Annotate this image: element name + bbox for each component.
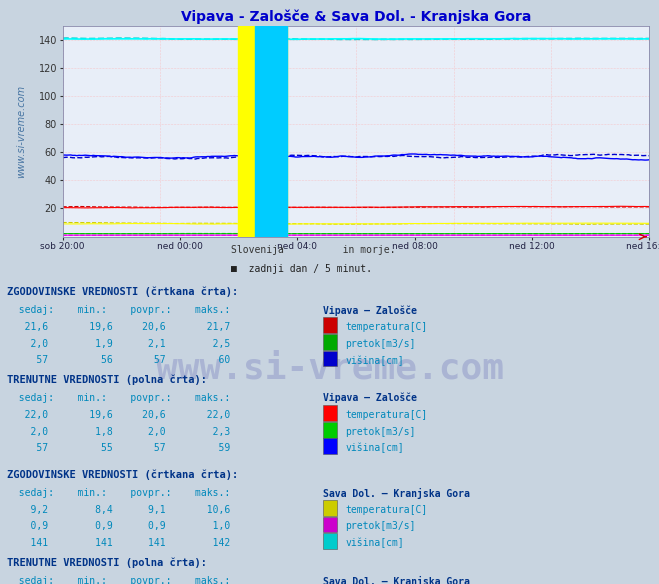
Bar [323, 350, 337, 366]
Text: temperatura[C]: temperatura[C] [345, 322, 428, 332]
Bar [254, 26, 287, 237]
Text: sedaj:    min.:    povpr.:    maks.:: sedaj: min.: povpr.: maks.: [7, 488, 230, 498]
Title: Vipava - Zalošče & Sava Dol. - Kranjska Gora: Vipava - Zalošče & Sava Dol. - Kranjska … [181, 9, 531, 24]
Text: temperatura[C]: temperatura[C] [345, 410, 428, 420]
Text: temperatura[C]: temperatura[C] [345, 505, 428, 515]
Text: ZGODOVINSKE VREDNOSTI (črtkana črta):: ZGODOVINSKE VREDNOSTI (črtkana črta): [7, 470, 238, 480]
Text: pretok[m3/s]: pretok[m3/s] [345, 522, 416, 531]
Text: sedaj:    min.:    povpr.:    maks.:: sedaj: min.: povpr.: maks.: [7, 305, 230, 315]
Bar [323, 318, 337, 333]
Text: 21,6       19,6     20,6       21,7: 21,6 19,6 20,6 21,7 [7, 322, 230, 332]
Text: www.si-vreme.com: www.si-vreme.com [16, 85, 26, 178]
Text: višina[cm]: višina[cm] [345, 538, 404, 548]
Text: Vipava – Zalošče: Vipava – Zalošče [323, 305, 417, 315]
Bar [323, 533, 337, 549]
Bar [323, 422, 337, 437]
Bar [323, 334, 337, 350]
Text: ZGODOVINSKE VREDNOSTI (črtkana črta):: ZGODOVINSKE VREDNOSTI (črtkana črta): [7, 287, 238, 297]
Text: pretok[m3/s]: pretok[m3/s] [345, 339, 416, 349]
Text: sedaj:    min.:    povpr.:    maks.:: sedaj: min.: povpr.: maks.: [7, 576, 230, 584]
Text: TRENUTNE VREDNOSTI (polna črta):: TRENUTNE VREDNOSTI (polna črta): [7, 375, 206, 385]
Bar [323, 500, 337, 516]
Text: 57         55       57         59: 57 55 57 59 [7, 443, 230, 453]
Text: Sava Dol. – Kranjska Gora: Sava Dol. – Kranjska Gora [323, 576, 470, 584]
Bar [323, 439, 337, 454]
Text: TRENUTNE VREDNOSTI (polna črta):: TRENUTNE VREDNOSTI (polna črta): [7, 558, 206, 568]
Bar [323, 517, 337, 533]
Text: Sava Dol. – Kranjska Gora: Sava Dol. – Kranjska Gora [323, 488, 470, 499]
Bar [323, 405, 337, 421]
Text: 57         56       57         60: 57 56 57 60 [7, 355, 230, 365]
Text: www.si-vreme.com: www.si-vreme.com [156, 352, 503, 385]
Text: 9,2        8,4      9,1       10,6: 9,2 8,4 9,1 10,6 [7, 505, 230, 515]
Text: ■  zadnji dan / 5 minut.: ■ zadnji dan / 5 minut. [231, 265, 372, 274]
Text: višina[cm]: višina[cm] [345, 355, 404, 366]
Text: pretok[m3/s]: pretok[m3/s] [345, 426, 416, 437]
Bar [239, 26, 287, 237]
Text: Vipava – Zalošče: Vipava – Zalošče [323, 393, 417, 404]
Text: 22,0       19,6     20,6       22,0: 22,0 19,6 20,6 22,0 [7, 410, 230, 420]
Text: 0,9        0,9      0,9        1,0: 0,9 0,9 0,9 1,0 [7, 522, 230, 531]
Text: 2,0        1,8      2,0        2,3: 2,0 1,8 2,0 2,3 [7, 426, 230, 437]
Text: višina[cm]: višina[cm] [345, 443, 404, 454]
Text: sedaj:    min.:    povpr.:    maks.:: sedaj: min.: povpr.: maks.: [7, 393, 230, 403]
Text: Slovenija          in morje.: Slovenija in morje. [231, 245, 395, 255]
Text: 2,0        1,9      2,1        2,5: 2,0 1,9 2,1 2,5 [7, 339, 230, 349]
Text: 141        141      141        142: 141 141 141 142 [7, 538, 230, 548]
